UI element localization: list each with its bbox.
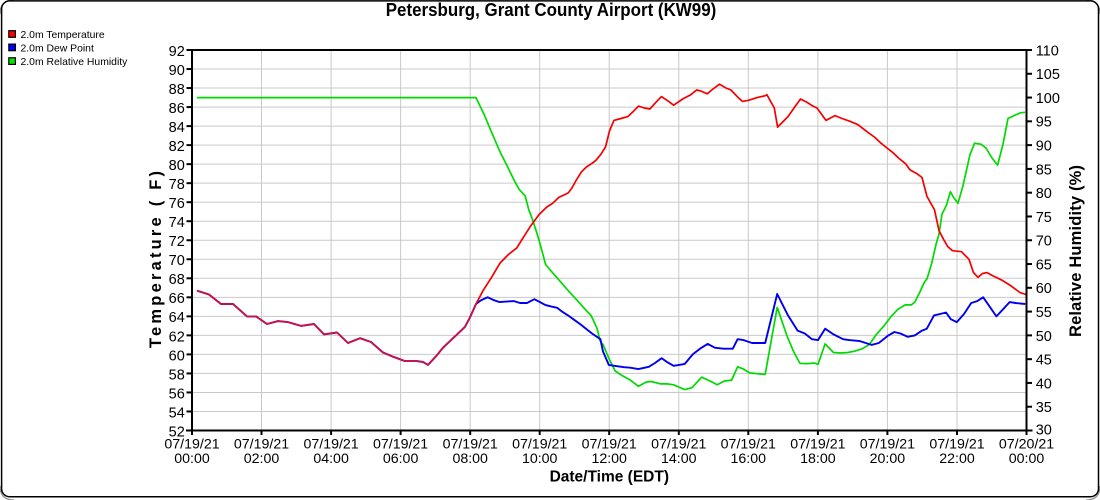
svg-text:08:00: 08:00 <box>452 451 488 467</box>
svg-text:07/19/21: 07/19/21 <box>651 436 706 452</box>
svg-text:95: 95 <box>1036 115 1052 131</box>
svg-text:45: 45 <box>1036 353 1052 369</box>
svg-text:07/19/21: 07/19/21 <box>443 436 498 452</box>
svg-text:2.0m Dew Point: 2.0m Dew Point <box>21 43 94 54</box>
svg-text:02:00: 02:00 <box>244 451 280 467</box>
svg-text:82: 82 <box>169 139 185 155</box>
svg-text:20:00: 20:00 <box>870 451 906 467</box>
svg-text:07/19/21: 07/19/21 <box>303 436 358 452</box>
svg-text:72: 72 <box>169 234 185 250</box>
svg-text:76: 76 <box>169 196 185 212</box>
svg-text:04:00: 04:00 <box>313 451 349 467</box>
svg-text:60: 60 <box>1036 281 1052 297</box>
svg-text:30: 30 <box>1036 423 1052 439</box>
svg-text:07/19/21: 07/19/21 <box>721 436 776 452</box>
svg-text:14:00: 14:00 <box>661 451 697 467</box>
svg-text:16:00: 16:00 <box>731 451 767 467</box>
svg-text:07/20/21: 07/20/21 <box>999 436 1054 452</box>
svg-text:07/19/21: 07/19/21 <box>512 436 567 452</box>
svg-text:00:00: 00:00 <box>174 451 210 467</box>
svg-text:70: 70 <box>169 253 185 269</box>
svg-text:2.0m Temperature: 2.0m Temperature <box>21 30 105 41</box>
svg-text:12:00: 12:00 <box>591 451 627 467</box>
svg-text:65: 65 <box>1036 257 1052 273</box>
svg-text:64: 64 <box>169 310 185 326</box>
svg-text:55: 55 <box>1036 305 1052 321</box>
svg-text:10:00: 10:00 <box>522 451 558 467</box>
svg-text:75: 75 <box>1036 210 1052 226</box>
svg-text:35: 35 <box>1036 400 1052 416</box>
svg-text:07/19/21: 07/19/21 <box>860 436 915 452</box>
svg-text:86: 86 <box>169 101 185 117</box>
svg-text:07/19/21: 07/19/21 <box>164 436 219 452</box>
svg-text:52: 52 <box>169 424 185 440</box>
svg-text:88: 88 <box>169 82 185 98</box>
svg-text:66: 66 <box>169 291 185 307</box>
svg-text:80: 80 <box>1036 186 1052 202</box>
svg-text:Petersburg, Grant County Airpo: Petersburg, Grant County Airport (KW99) <box>386 0 717 20</box>
svg-text:110: 110 <box>1036 43 1059 59</box>
svg-text:Date/Time (EDT): Date/Time (EDT) <box>550 468 669 485</box>
svg-text:84: 84 <box>169 120 185 136</box>
svg-text:07/19/21: 07/19/21 <box>790 436 845 452</box>
svg-text:80: 80 <box>169 158 185 174</box>
svg-text:07/19/21: 07/19/21 <box>582 436 637 452</box>
svg-text:Relative Humidity (%): Relative Humidity (%) <box>1067 165 1085 337</box>
svg-text:90: 90 <box>169 63 185 79</box>
svg-text:60: 60 <box>169 348 185 364</box>
svg-text:100: 100 <box>1036 91 1060 107</box>
svg-text:56: 56 <box>169 386 185 402</box>
svg-text:18:00: 18:00 <box>800 451 836 467</box>
svg-text:40: 40 <box>1036 376 1052 392</box>
svg-text:07/19/21: 07/19/21 <box>373 436 428 452</box>
svg-text:22:00: 22:00 <box>939 451 975 467</box>
svg-text:74: 74 <box>169 215 185 231</box>
svg-text:07/19/21: 07/19/21 <box>929 436 984 452</box>
svg-text:Temperature ( F): Temperature ( F) <box>147 171 165 348</box>
svg-text:58: 58 <box>169 367 185 383</box>
svg-text:105: 105 <box>1036 67 1060 83</box>
svg-text:54: 54 <box>169 405 185 421</box>
svg-text:62: 62 <box>169 329 185 345</box>
svg-text:00:00: 00:00 <box>1009 451 1045 467</box>
svg-text:2.0m Relative Humidity: 2.0m Relative Humidity <box>21 57 129 68</box>
svg-text:50: 50 <box>1036 329 1052 345</box>
svg-text:06:00: 06:00 <box>383 451 419 467</box>
svg-text:07/19/21: 07/19/21 <box>234 436 289 452</box>
svg-text:78: 78 <box>169 177 185 193</box>
svg-text:92: 92 <box>169 44 185 60</box>
svg-text:70: 70 <box>1036 234 1052 250</box>
svg-text:68: 68 <box>169 272 185 288</box>
svg-text:90: 90 <box>1036 139 1052 155</box>
svg-text:85: 85 <box>1036 162 1052 178</box>
